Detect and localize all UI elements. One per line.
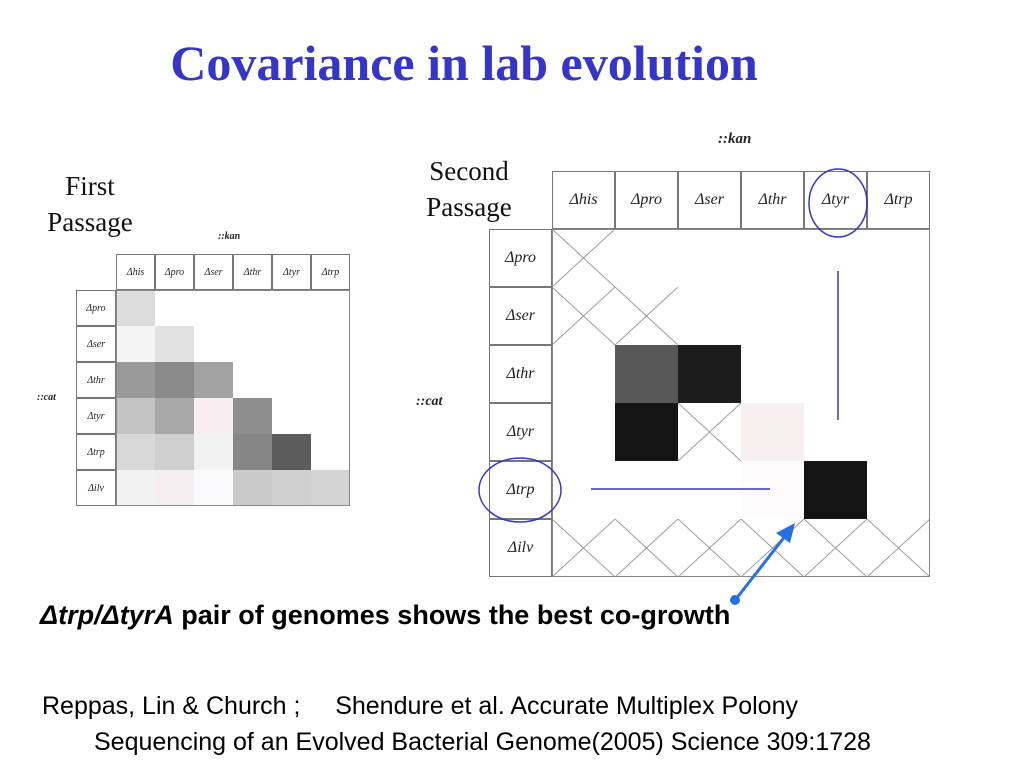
- heatmap-cell: [804, 461, 867, 519]
- col-header-delta-trp: Δtrp: [311, 254, 350, 290]
- row-header-delta-ilv: Δilv: [76, 470, 116, 506]
- heatmap-cell: [552, 519, 615, 577]
- caption: Δtrp/ΔtyrA pair of genomes shows the bes…: [40, 600, 730, 631]
- heatmap-cell: [233, 398, 272, 434]
- first-kan-axis-label: ::kan: [218, 231, 241, 242]
- heatmap-cell: [552, 403, 615, 461]
- heatmap-cell: [194, 398, 233, 434]
- trp-highlight-circle: [478, 457, 562, 523]
- heatmap-cell: [678, 403, 741, 461]
- heatmap-cell: [155, 434, 194, 470]
- first-passage-label-line2: Passage: [47, 207, 133, 237]
- heatmap-cell: [552, 287, 615, 345]
- heatmap-cell: [867, 519, 930, 577]
- col-header-delta-ser: Δser: [194, 254, 233, 290]
- col-header-delta-thr: Δthr: [741, 171, 804, 229]
- col-header-delta-pro: Δpro: [155, 254, 194, 290]
- heatmap-cell: [155, 470, 194, 506]
- heatmap-cell: [116, 362, 155, 398]
- heatmap-cell: [804, 519, 867, 577]
- heatmap-cell: [116, 470, 155, 506]
- heatmap-cell: [552, 345, 615, 403]
- heatmap-cell: [116, 326, 155, 362]
- row-header-delta-trp: Δtrp: [76, 434, 116, 470]
- second-passage-grid: Δhis Δpro Δser Δthr Δtyr Δtrp Δpro Δser Δthr Δtyr…: [489, 171, 932, 577]
- col-header-delta-tyr: Δtyr: [272, 254, 311, 290]
- heatmap-cell: [615, 287, 678, 345]
- heatmap-cell: [741, 403, 804, 461]
- second-passage-label-line1: Second: [429, 156, 509, 186]
- heatmap-cell: [678, 461, 741, 519]
- heatmap-cell: [272, 434, 311, 470]
- heatmap-cell: [194, 470, 233, 506]
- col-header-delta-tyr: Δtyr: [804, 171, 867, 229]
- heatmap-cell: [116, 398, 155, 434]
- first-passage-label: First Passage: [30, 168, 150, 240]
- col-header-delta-thr: Δthr: [233, 254, 272, 290]
- heatmap-cell: [615, 519, 678, 577]
- row-header-delta-tyr: Δtyr: [76, 398, 116, 434]
- heatmap-cell: [194, 362, 233, 398]
- slide-title: Covariance in lab evolution: [170, 35, 758, 91]
- row-header-delta-trp: Δtrp: [489, 461, 552, 519]
- heatmap-cell: [194, 434, 233, 470]
- heatmap-cell: [615, 461, 678, 519]
- col-header-delta-trp: Δtrp: [867, 171, 930, 229]
- col-header-delta-ser: Δser: [678, 171, 741, 229]
- row-header-delta-pro: Δpro: [76, 290, 116, 326]
- first-cat-axis-label: ::cat: [37, 392, 56, 403]
- heatmap-cell: [116, 434, 155, 470]
- row-header-delta-ser: Δser: [489, 287, 552, 345]
- tyr-highlight-circle: [808, 168, 868, 238]
- heatmap-cell: [155, 326, 194, 362]
- citation-line2: Sequencing of an Evolved Bacterial Genom…: [94, 728, 871, 756]
- pointer-arrow-head: [776, 523, 795, 543]
- heatmap-cell: [741, 461, 804, 519]
- row-header-delta-ilv: Δilv: [489, 519, 552, 577]
- citation: Reppas, Lin & Church ; Shendure et al. A…: [42, 688, 1002, 760]
- heatmap-cell: [311, 470, 350, 506]
- heatmap-cell: [678, 519, 741, 577]
- row-header-delta-thr: Δthr: [489, 345, 552, 403]
- heatmap-cell: [155, 362, 194, 398]
- citation-line1: Reppas, Lin & Church ; Shendure et al. A…: [42, 692, 798, 720]
- heatmap-cell: [116, 290, 155, 326]
- second-passage-label-line2: Passage: [426, 192, 512, 222]
- col-header-delta-his: Δhis: [116, 254, 155, 290]
- second-cat-axis-label: ::cat: [416, 394, 443, 409]
- heatmap-cell: [233, 434, 272, 470]
- heatmap-cell: [615, 403, 678, 461]
- heatmap-cell: [233, 470, 272, 506]
- heatmap-cell: [552, 461, 615, 519]
- row-header-delta-thr: Δthr: [76, 362, 116, 398]
- heatmap-cell: [678, 345, 741, 403]
- heatmap-cell: [615, 345, 678, 403]
- caption-gene-pair: Δtrp/ΔtyrA: [40, 600, 174, 630]
- heatmap-cell: [552, 229, 615, 287]
- col-header-delta-his: Δhis: [552, 171, 615, 229]
- first-passage-label-line1: First: [65, 171, 115, 201]
- row-header-delta-pro: Δpro: [489, 229, 552, 287]
- col-header-delta-pro: Δpro: [615, 171, 678, 229]
- caption-text: pair of genomes shows the best co-growth: [173, 600, 731, 630]
- heatmap-cell: [272, 470, 311, 506]
- pointer-arrow-line: [734, 534, 788, 600]
- first-passage-grid: Δhis Δpro Δser Δthr Δtyr Δtrp Δpro Δser Δthr Δtyr…: [76, 254, 352, 506]
- row-header-delta-tyr: Δtyr: [489, 403, 552, 461]
- row-header-delta-ser: Δser: [76, 326, 116, 362]
- second-kan-axis-label: ::kan: [718, 131, 752, 147]
- heatmap-cell: [155, 398, 194, 434]
- second-passage-label: Second Passage: [408, 153, 530, 225]
- pointer-arrow-dot: [730, 595, 740, 605]
